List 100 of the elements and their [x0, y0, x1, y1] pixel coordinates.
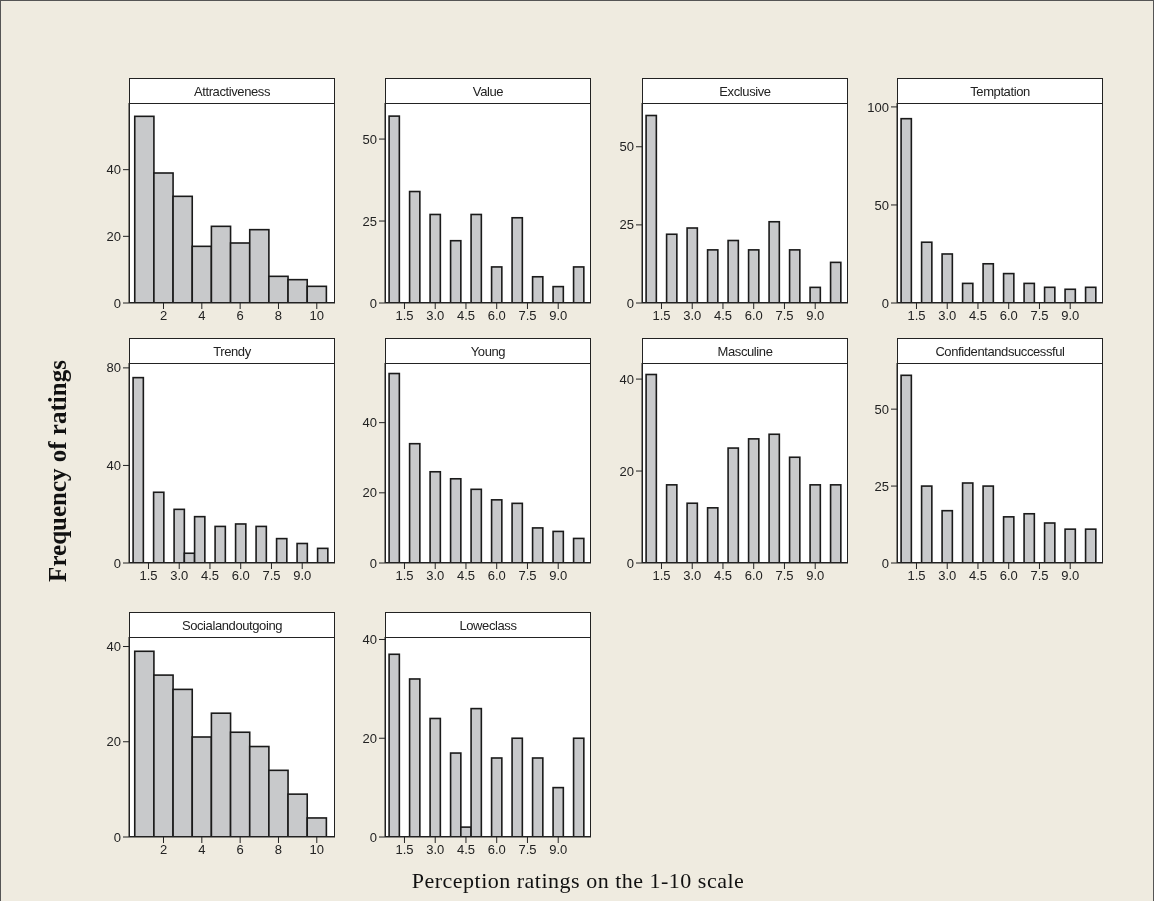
x-tick-label: 7.5 [518, 842, 537, 858]
x-axis-title: Perception ratings on the 1-10 scale [411, 868, 745, 894]
chart-title: Attractiveness [129, 78, 335, 104]
x-tick-label: 3.0 [426, 308, 445, 324]
chart-title: Temptation [897, 78, 1103, 104]
x-tick-label: 3.0 [938, 568, 957, 584]
x-tick-label: 6.0 [487, 568, 506, 584]
y-axis-title: Frequency of ratings [44, 360, 72, 582]
y-tick-label: 0 [881, 555, 889, 571]
y-tick-label: 25 [619, 217, 634, 233]
x-tick-label: 1.5 [395, 842, 414, 858]
x-tick-label: 7.5 [775, 308, 794, 324]
x-tick-label: 6.0 [999, 568, 1018, 584]
x-tick-label: 9.0 [806, 568, 825, 584]
x-tick-label: 10 [309, 308, 325, 324]
y-tick-label: 0 [626, 295, 634, 311]
x-tick-label: 2 [159, 842, 168, 858]
y-tick-label: 20 [362, 485, 377, 501]
x-tick-label: 10 [309, 842, 325, 858]
x-tick-label: 4 [198, 842, 206, 858]
y-tick-label: 0 [113, 829, 121, 845]
x-tick-label: 1.5 [139, 568, 158, 584]
x-tick-label: 9.0 [1061, 568, 1080, 584]
x-tick-label: 2 [159, 308, 168, 324]
y-tick-label: 40 [106, 458, 121, 474]
x-tick-label: 9.0 [549, 308, 568, 324]
x-tick-label: 6 [236, 308, 244, 324]
y-tick-label: 20 [106, 734, 121, 750]
y-tick-label: 25 [874, 478, 889, 494]
x-tick-label: 3.0 [938, 308, 957, 324]
x-tick-label: 3.0 [426, 568, 445, 584]
y-tick-label: 50 [874, 401, 889, 417]
x-tick-label: 9.0 [549, 568, 568, 584]
y-tick-label: 100 [867, 99, 889, 115]
x-tick-label: 6.0 [999, 308, 1018, 324]
x-tick-label: 4.5 [456, 568, 475, 584]
y-tick-label: 0 [881, 295, 889, 311]
x-tick-label: 6.0 [487, 308, 506, 324]
x-tick-label: 7.5 [775, 568, 794, 584]
y-tick-label: 50 [619, 139, 634, 155]
y-tick-label: 40 [106, 639, 121, 655]
chart-title: Trendy [129, 338, 335, 364]
x-tick-label: 9.0 [1061, 308, 1080, 324]
y-tick-label: 40 [619, 371, 634, 387]
x-tick-label: 9.0 [293, 568, 312, 584]
x-tick-label: 7.5 [262, 568, 281, 584]
x-tick-label: 4.5 [968, 568, 987, 584]
y-tick-label: 40 [362, 415, 377, 431]
y-tick-label: 40 [362, 632, 377, 648]
x-tick-label: 3.0 [683, 308, 702, 324]
x-tick-label: 1.5 [395, 568, 414, 584]
x-tick-label: 4 [198, 308, 206, 324]
chart-title: Masculine [642, 338, 848, 364]
x-tick-label: 1.5 [652, 308, 671, 324]
x-tick-label: 6.0 [744, 308, 763, 324]
chart-title: Value [385, 78, 591, 104]
y-tick-label: 0 [113, 295, 121, 311]
x-tick-label: 4.5 [200, 568, 219, 584]
chart-title: Loweclass [385, 612, 591, 638]
y-tick-label: 20 [362, 730, 377, 746]
y-tick-label: 0 [369, 829, 377, 845]
y-tick-label: 50 [362, 131, 377, 147]
y-tick-label: 0 [626, 555, 634, 571]
x-tick-label: 7.5 [1030, 568, 1049, 584]
y-tick-label: 20 [619, 463, 634, 479]
y-tick-label: 50 [874, 197, 889, 213]
chart-title: Exclusive [642, 78, 848, 104]
x-tick-label: 1.5 [907, 308, 926, 324]
x-tick-label: 9.0 [806, 308, 825, 324]
y-tick-label: 0 [369, 555, 377, 571]
x-tick-label: 4.5 [713, 308, 732, 324]
x-tick-label: 7.5 [1030, 308, 1049, 324]
x-tick-label: 4.5 [713, 568, 732, 584]
x-tick-label: 3.0 [170, 568, 189, 584]
y-tick-label: 80 [106, 360, 121, 376]
x-tick-label: 6.0 [231, 568, 250, 584]
x-tick-label: 3.0 [683, 568, 702, 584]
x-tick-label: 6 [236, 842, 244, 858]
y-tick-label: 0 [369, 295, 377, 311]
x-tick-label: 4.5 [456, 842, 475, 858]
x-tick-label: 1.5 [907, 568, 926, 584]
y-tick-label: 0 [113, 555, 121, 571]
x-tick-label: 4.5 [456, 308, 475, 324]
x-tick-label: 8 [274, 842, 283, 858]
x-tick-label: 1.5 [652, 568, 671, 584]
x-tick-label: 1.5 [395, 308, 414, 324]
y-tick-label: 25 [362, 213, 377, 229]
x-tick-label: 7.5 [518, 308, 537, 324]
x-tick-label: 3.0 [426, 842, 445, 858]
chart-title: Confidentandsuccessful [897, 338, 1103, 364]
x-tick-label: 7.5 [518, 568, 537, 584]
chart-title: Young [385, 338, 591, 364]
x-tick-label: 8 [274, 308, 283, 324]
x-tick-label: 6.0 [744, 568, 763, 584]
y-tick-label: 40 [106, 162, 121, 178]
x-tick-label: 9.0 [549, 842, 568, 858]
y-tick-label: 20 [106, 228, 121, 244]
x-tick-label: 4.5 [968, 308, 987, 324]
x-tick-label: 6.0 [487, 842, 506, 858]
chart-title: Socialandoutgoing [129, 612, 335, 638]
